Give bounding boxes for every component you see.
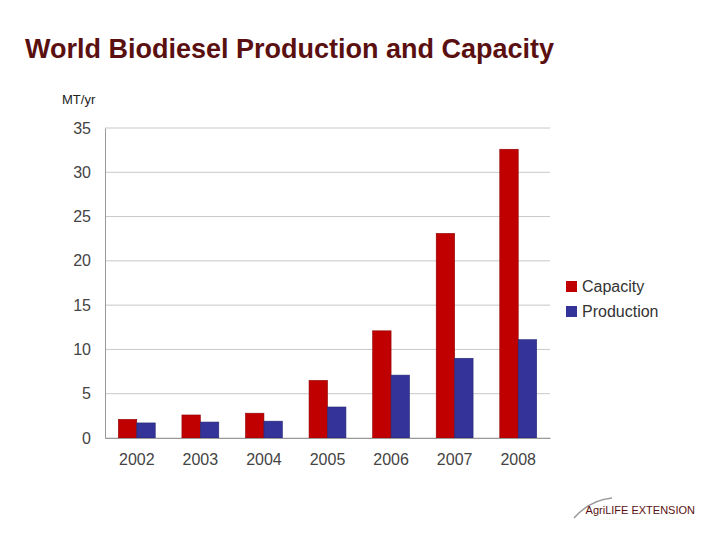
y-tick-label: 15 — [73, 297, 91, 314]
bar — [518, 340, 536, 438]
x-tick: 2008 — [500, 438, 536, 468]
annotation: AgriLIFE EXTENSION — [586, 504, 695, 516]
bar — [182, 415, 200, 438]
x-tick: 2006 — [373, 438, 409, 468]
y-tick: 35 — [73, 120, 105, 137]
bar — [264, 421, 282, 438]
bar — [200, 422, 218, 438]
x-axis-line — [106, 438, 551, 439]
y-tick-label: 5 — [82, 385, 91, 402]
y-tick-label: 30 — [73, 164, 91, 181]
grid-line — [105, 349, 550, 350]
y-tick: 10 — [73, 341, 105, 358]
grid-line — [105, 128, 550, 129]
y-tick: 5 — [82, 385, 105, 402]
x-tick-label: 2007 — [437, 451, 473, 468]
x-tick-label: 2006 — [373, 451, 409, 468]
legend-item: Capacity — [566, 278, 644, 295]
y-tick-label: 20 — [73, 252, 91, 269]
y-tick: 25 — [73, 208, 105, 225]
bar — [245, 413, 263, 438]
y-axis-label: MT/yr — [62, 92, 96, 107]
y-tick: 20 — [73, 252, 105, 269]
x-tick-label: 2002 — [119, 451, 155, 468]
x-tick: 2003 — [183, 438, 219, 468]
x-tick: 2002 — [119, 438, 155, 468]
x-tick: 2005 — [310, 438, 346, 468]
x-axis: 2002 2003 2004 2005 2006 2007 2008 — [106, 438, 551, 468]
bar — [500, 149, 518, 438]
bars — [118, 149, 536, 438]
x-tick-label: 2004 — [246, 451, 282, 468]
bar — [137, 423, 155, 438]
legend: Capacity Production — [566, 278, 659, 320]
grid-line — [105, 172, 550, 173]
title: World Biodiesel Production and Capacity — [25, 34, 554, 64]
grid — [105, 128, 550, 438]
bar — [455, 358, 473, 438]
series-bars — [137, 340, 537, 438]
legend-swatch — [566, 281, 577, 292]
bar — [436, 233, 454, 438]
legend-label: Capacity — [582, 278, 644, 295]
series-bars — [118, 149, 518, 438]
y-tick-label: 25 — [73, 208, 91, 225]
legend-swatch — [566, 306, 577, 317]
grid-line — [105, 216, 550, 217]
x-tick-label: 2005 — [310, 451, 346, 468]
y-tick-label: 35 — [73, 120, 91, 137]
bar — [328, 407, 346, 438]
bar — [118, 419, 136, 438]
x-tick-label: 2008 — [500, 451, 536, 468]
y-tick-label: 10 — [73, 341, 91, 358]
y-tick: 30 — [73, 164, 105, 181]
legend-label: Production — [582, 303, 659, 320]
bar — [391, 375, 409, 438]
y-tick: 15 — [73, 297, 105, 314]
y-axis: 0 5 10 15 20 25 30 35 — [73, 120, 105, 447]
chart: World Biodiesel Production and Capacity M… — [0, 0, 720, 540]
logo: AgriLIFE EXTENSION — [574, 498, 695, 518]
x-tick-label: 2003 — [183, 451, 219, 468]
x-tick: 2007 — [437, 438, 473, 468]
grid-line — [105, 260, 550, 261]
y-tick: 0 — [82, 430, 105, 447]
grid-line — [105, 305, 550, 306]
legend-item: Production — [566, 303, 659, 320]
bar — [373, 331, 391, 438]
x-tick: 2004 — [246, 438, 282, 468]
y-axis-line — [105, 129, 106, 439]
y-tick-label: 0 — [82, 430, 91, 447]
bar — [309, 380, 327, 438]
